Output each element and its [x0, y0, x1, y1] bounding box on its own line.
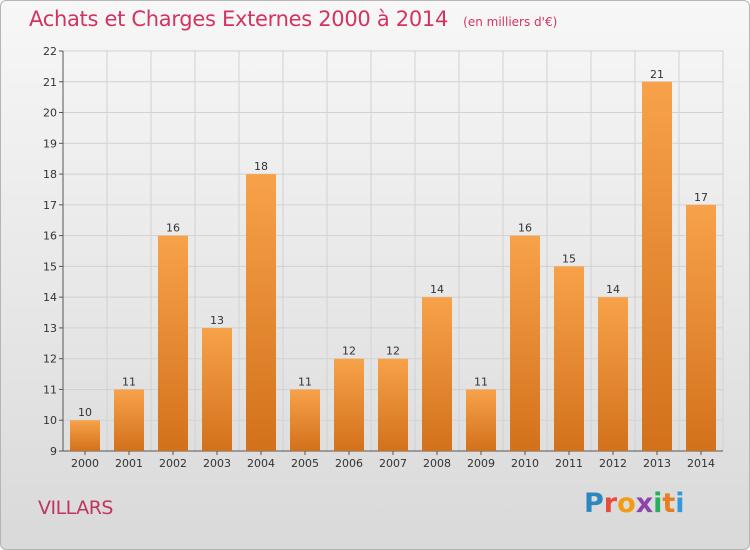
x-tick-label-2010: 2010	[511, 457, 539, 470]
y-tick-label: 13	[43, 322, 57, 335]
value-label-2005: 11	[298, 375, 312, 388]
y-tick-label: 16	[43, 230, 57, 243]
value-label-2010: 16	[518, 222, 532, 235]
logo-letter: P	[584, 488, 604, 519]
value-label-2003: 13	[210, 314, 224, 327]
x-tick-label-2012: 2012	[599, 457, 627, 470]
commune-name: VILLARS	[38, 497, 113, 519]
y-tick-label: 19	[43, 137, 57, 150]
y-tick-label: 17	[43, 199, 57, 212]
y-tick-label: 11	[43, 383, 57, 396]
logo-letter: t	[662, 488, 676, 519]
bars	[70, 81, 716, 452]
y-tick-label: 12	[43, 353, 57, 366]
bar-2005	[290, 389, 320, 451]
value-label-2009: 11	[474, 375, 488, 388]
proxiti-logo: Proxiti	[584, 488, 685, 519]
x-tick-label-2008: 2008	[423, 457, 451, 470]
x-tick-label-2013: 2013	[643, 457, 671, 470]
y-tick-label: 10	[43, 414, 57, 427]
value-label-2012: 14	[606, 283, 620, 296]
bar-2004	[246, 174, 276, 452]
bar-2012	[598, 297, 628, 451]
x-tick-label-2009: 2009	[467, 457, 495, 470]
y-tick-label: 9	[50, 445, 57, 458]
bar-2008	[422, 297, 452, 451]
value-label-2004: 18	[254, 160, 268, 173]
y-tick-label: 14	[43, 291, 57, 304]
value-label-2002: 16	[166, 222, 180, 235]
y-tick-label: 18	[43, 168, 57, 181]
x-tick-label-2004: 2004	[247, 457, 275, 470]
logo-letter: i	[675, 488, 685, 519]
x-tick-label-2014: 2014	[687, 457, 715, 470]
value-label-2013: 21	[650, 68, 664, 81]
x-tick-label-2011: 2011	[555, 457, 583, 470]
value-label-2008: 14	[430, 283, 444, 296]
value-labels: 10 11 16 13 18 11 12 12 14 11 16 15 14 21 17	[78, 68, 708, 419]
chart-title: Achats et Charges Externes 2000 à 2014 (…	[29, 7, 557, 31]
y-tick-label: 20	[43, 107, 57, 120]
value-label-2006: 12	[342, 345, 356, 358]
chart-unit: (en milliers d'€)	[463, 15, 558, 29]
logo-letter: o	[617, 488, 636, 519]
logo-letter: x	[635, 488, 654, 519]
x-tick-label-2001: 2001	[115, 457, 143, 470]
value-label-2001: 11	[122, 375, 136, 388]
bar-2011	[554, 266, 584, 451]
chart-title-text: Achats et Charges Externes 2000 à 2014	[29, 7, 449, 31]
bar-2002	[158, 235, 188, 451]
x-tick-label-2000: 2000	[71, 457, 99, 470]
value-label-2011: 15	[562, 252, 576, 265]
value-label-2014: 17	[694, 191, 708, 204]
logo-letter: i	[653, 488, 663, 519]
x-tick-label-2003: 2003	[203, 457, 231, 470]
bar-2007	[378, 358, 408, 451]
logo-letter: r	[603, 488, 618, 519]
tick-labels: 9 10 11 12 13 14 15 16 17 18 19 20 21 22 2000 2001 2002 2…	[43, 45, 715, 470]
x-tick-label-2006: 2006	[335, 457, 363, 470]
bar-2000	[70, 420, 100, 451]
bar-2013	[642, 81, 672, 452]
x-tick-label-2002: 2002	[159, 457, 187, 470]
x-tick-label-2007: 2007	[379, 457, 407, 470]
bar-2010	[510, 235, 540, 451]
x-tick-label-2005: 2005	[291, 457, 319, 470]
y-tick-label: 22	[43, 45, 57, 58]
bar-2006	[334, 358, 364, 451]
bar-2014	[686, 204, 716, 451]
bar-2001	[114, 389, 144, 451]
value-label-2007: 12	[386, 345, 400, 358]
value-label-2000: 10	[78, 406, 92, 419]
y-tick-label: 15	[43, 260, 57, 273]
bar-2003	[202, 327, 232, 451]
y-tick-label: 21	[43, 76, 57, 89]
bar-2009	[466, 389, 496, 451]
